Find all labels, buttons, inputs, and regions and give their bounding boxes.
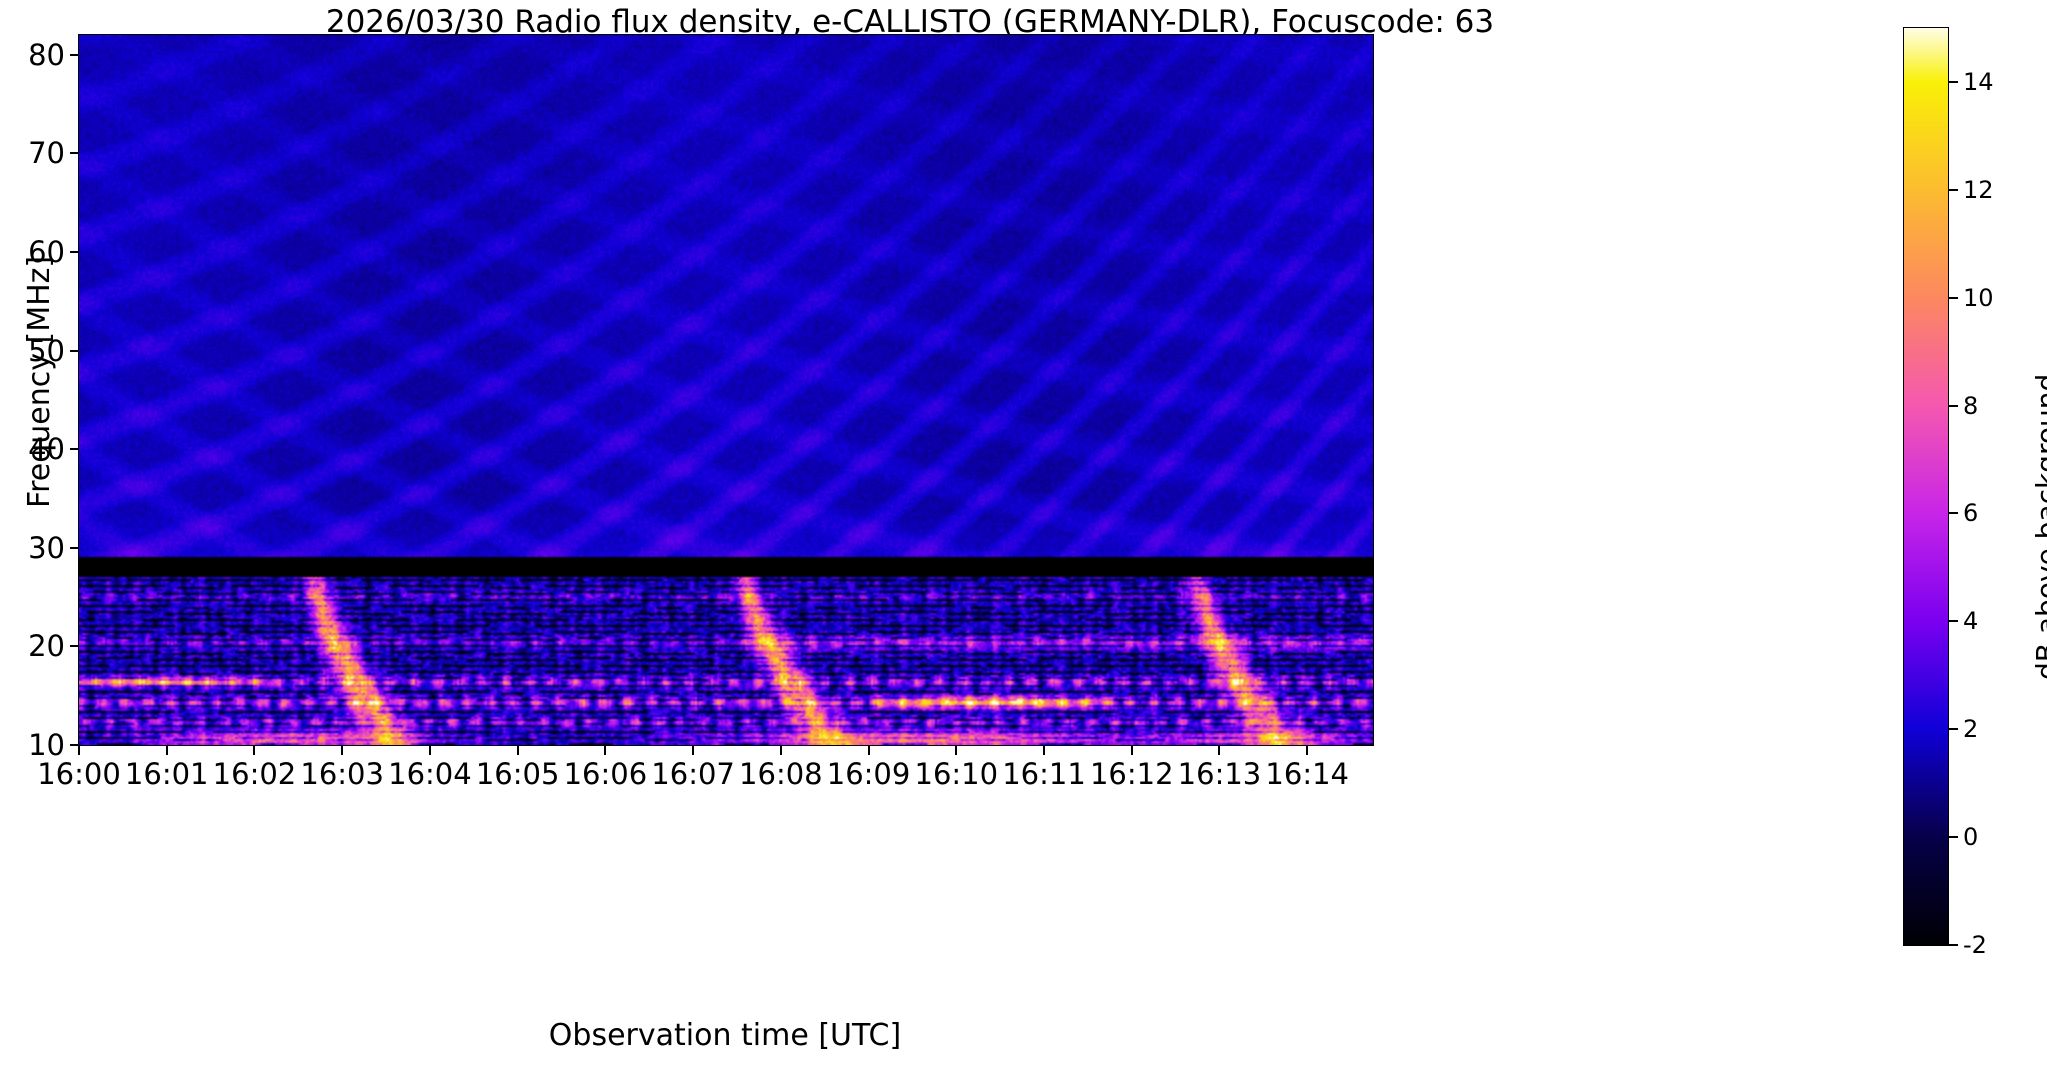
- colorbar-tick-mark: [1949, 512, 1958, 515]
- x-axis-tick-mark: [1218, 746, 1221, 755]
- x-axis-tick-mark: [165, 746, 168, 755]
- colorbar-tick-mark: [1949, 728, 1958, 731]
- x-axis-tick-mark: [341, 746, 344, 755]
- colorbar-tick-label: 12: [1963, 175, 1994, 204]
- colorbar-gradient: [1904, 28, 1948, 945]
- colorbar-tick-mark: [1949, 188, 1958, 191]
- y-axis-tick-label: 20: [28, 629, 65, 664]
- x-axis-tick-mark: [692, 746, 695, 755]
- y-axis-tick-mark: [70, 53, 79, 56]
- colorbar-tick-label: 14: [1963, 67, 1994, 96]
- colorbar[interactable]: [1903, 27, 1949, 946]
- colorbar-tick-label: 4: [1963, 607, 1979, 636]
- x-axis-tick-mark: [867, 746, 870, 755]
- y-axis-tick-mark: [70, 744, 79, 746]
- colorbar-tick-label: 2: [1963, 715, 1979, 744]
- x-axis-tick-mark: [1130, 746, 1133, 755]
- x-axis-tick-mark: [78, 746, 80, 755]
- y-axis-tick-mark: [70, 250, 79, 253]
- x-axis-label: Observation time [UTC]: [548, 1018, 902, 1053]
- x-axis-tick-label: 16:04: [388, 757, 472, 791]
- x-axis-tick-label: 16:07: [651, 757, 735, 791]
- x-axis-tick-label: 16:03: [300, 757, 384, 791]
- y-axis-tick-mark: [70, 546, 79, 549]
- spectrogram-plot-area[interactable]: [78, 34, 1374, 746]
- x-axis-tick-label: 16:12: [1089, 757, 1174, 791]
- x-axis-tick-mark: [1306, 746, 1309, 755]
- y-axis-tick-label: 80: [28, 37, 65, 72]
- y-axis-tick-label: 10: [28, 728, 65, 762]
- x-axis-tick-label: 16:08: [739, 757, 823, 791]
- colorbar-tick-label: 0: [1963, 823, 1979, 852]
- spectrogram-image: [79, 35, 1373, 745]
- x-axis-tick-label: 16:14: [1265, 757, 1349, 791]
- x-axis-tick-label: 16:00: [37, 757, 121, 791]
- x-axis-tick-label: 16:05: [475, 757, 560, 791]
- x-axis-tick-label: 16:13: [1177, 757, 1262, 791]
- y-axis-tick-label: 30: [28, 530, 65, 565]
- x-axis-tick-label: 16:10: [914, 757, 999, 791]
- y-axis-tick-mark: [70, 152, 79, 155]
- y-axis-tick-label: 50: [28, 333, 65, 368]
- y-axis-tick-mark: [70, 349, 79, 352]
- x-axis-tick-mark: [779, 746, 782, 755]
- colorbar-tick-mark: [1949, 296, 1958, 299]
- colorbar-label: dB above background: [2030, 373, 2047, 680]
- colorbar-tick-mark: [1949, 836, 1958, 839]
- x-axis-tick-mark: [955, 746, 958, 755]
- y-axis-tick-label: 70: [28, 136, 65, 171]
- x-axis-tick-label: 16:06: [563, 757, 648, 791]
- x-axis-tick-label: 16:01: [124, 757, 209, 791]
- y-axis-tick-mark: [70, 448, 79, 451]
- colorbar-tick-label: 6: [1963, 499, 1979, 528]
- colorbar-tick-mark: [1949, 80, 1958, 83]
- colorbar-tick-mark: [1949, 404, 1958, 407]
- x-axis-tick-mark: [253, 746, 256, 755]
- x-axis-tick-label: 16:02: [212, 757, 297, 791]
- x-axis-tick-mark: [604, 746, 607, 755]
- y-axis-tick-label: 60: [28, 234, 65, 269]
- x-axis-tick-mark: [516, 746, 519, 755]
- x-axis-tick-label: 16:11: [1002, 757, 1086, 791]
- colorbar-tick-label: 10: [1963, 283, 1994, 312]
- colorbar-tick-mark: [1949, 944, 1958, 946]
- x-axis-tick-mark: [1043, 746, 1046, 755]
- colorbar-tick-label: 8: [1963, 391, 1979, 420]
- y-axis-tick-mark: [70, 645, 79, 648]
- colorbar-tick-label: -2: [1963, 931, 1987, 959]
- y-axis-label: Frequency [MHz]: [22, 255, 57, 508]
- colorbar-tick-mark: [1949, 620, 1958, 623]
- y-axis-tick-label: 40: [28, 432, 65, 467]
- x-axis-tick-mark: [428, 746, 431, 755]
- x-axis-tick-label: 16:09: [826, 757, 911, 791]
